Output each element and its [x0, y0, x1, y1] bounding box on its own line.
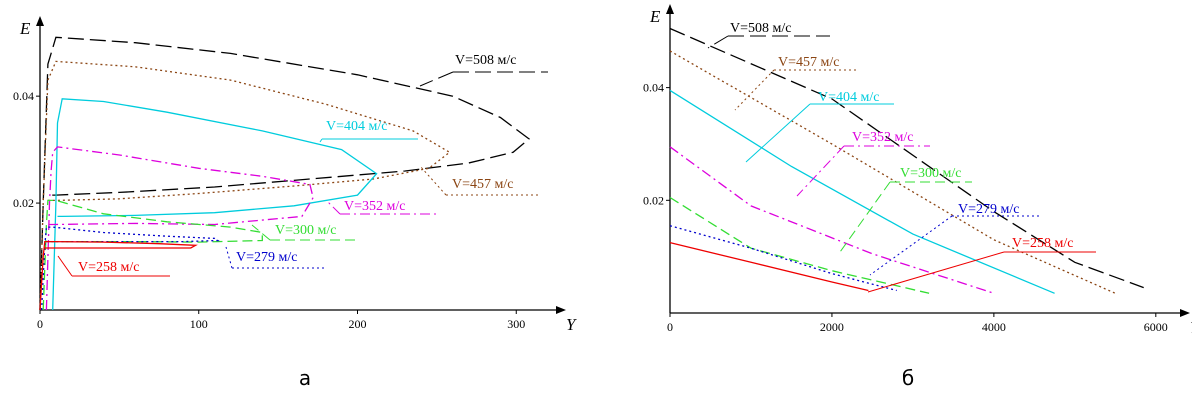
series-line: [669, 241, 869, 292]
x-axis-title: Y: [566, 315, 577, 334]
series-label: V=258 м/с: [78, 260, 139, 275]
x-axis-arrow: [1180, 309, 1190, 317]
series-label: V=300 м/с: [275, 223, 336, 238]
x-tick-label: 100: [190, 317, 208, 331]
y-tick-label: 0.04: [13, 89, 34, 103]
y-axis-arrow: [666, 4, 674, 14]
series-line: [669, 225, 897, 292]
y-tick-label: 0.02: [643, 193, 664, 207]
series-leader-line: [734, 69, 775, 111]
series-leader-line: [251, 224, 271, 241]
x-axis-title: Y: [1190, 318, 1192, 337]
series-label: V=457 м/с: [778, 55, 839, 70]
series-line: [45, 146, 314, 311]
series-leader-line: [225, 246, 233, 269]
series-label: V=300 м/с: [900, 166, 961, 181]
series-line: [669, 146, 995, 294]
y-axis-title: E: [19, 19, 31, 38]
series-label: V=508 м/с: [730, 21, 791, 36]
panel-label: а: [299, 366, 311, 390]
series-label: V=279 м/с: [236, 250, 297, 265]
x-tick-label: 0: [667, 320, 673, 334]
chart-panel-a: Y E 0 100 200 300 0.02 0.04 V=508 м/с V=457 м/с V=…: [13, 16, 577, 390]
series-line: [40, 226, 220, 311]
series-label: V=352 м/с: [344, 199, 405, 214]
series-line: [42, 199, 263, 311]
series-leader-line: [707, 35, 729, 49]
series-leader-line: [745, 103, 811, 163]
series-leader-line: [319, 138, 323, 143]
panel-label: б: [902, 366, 914, 390]
series-leader-line: [325, 199, 341, 215]
series-line: [669, 50, 1116, 294]
x-tick-label: 0: [37, 317, 43, 331]
x-tick-label: 4000: [982, 320, 1006, 334]
x-tick-label: 2000: [820, 320, 844, 334]
y-axis-title: E: [649, 7, 661, 26]
series-leader-line: [57, 255, 73, 277]
series-leader-line: [867, 251, 1005, 293]
series-label: V=457 м/с: [452, 177, 513, 192]
chart-panel-b: Y E 0 2000 4000 6000 0.02 0.04 V=508 м/с V=457 м/…: [643, 4, 1192, 390]
series-leader-line: [419, 165, 447, 196]
series-line: [39, 240, 198, 311]
series-label: V=508 м/с: [455, 53, 516, 68]
y-axis-arrow: [36, 16, 44, 26]
series-label: V=352 м/с: [852, 130, 913, 145]
series-line: [669, 196, 930, 294]
series-line: [52, 98, 378, 311]
x-tick-label: 300: [507, 317, 525, 331]
series-line: [669, 89, 1055, 294]
series-line: [669, 27, 1144, 289]
series-label: V=404 м/с: [326, 119, 387, 134]
series-label: V=279 м/с: [958, 202, 1019, 217]
y-tick-label: 0.04: [643, 81, 664, 95]
series-leader-line: [796, 145, 845, 197]
x-tick-label: 6000: [1144, 320, 1168, 334]
series-line: [39, 60, 451, 311]
y-tick-label: 0.02: [13, 196, 34, 210]
x-axis-arrow: [556, 306, 566, 314]
series-label: V=404 м/с: [818, 90, 879, 105]
series-leader-line: [419, 71, 454, 87]
x-tick-label: 200: [349, 317, 367, 331]
series-line: [39, 36, 531, 311]
series-leader-line: [869, 215, 953, 276]
series-label: V=258 м/с: [1012, 236, 1073, 251]
